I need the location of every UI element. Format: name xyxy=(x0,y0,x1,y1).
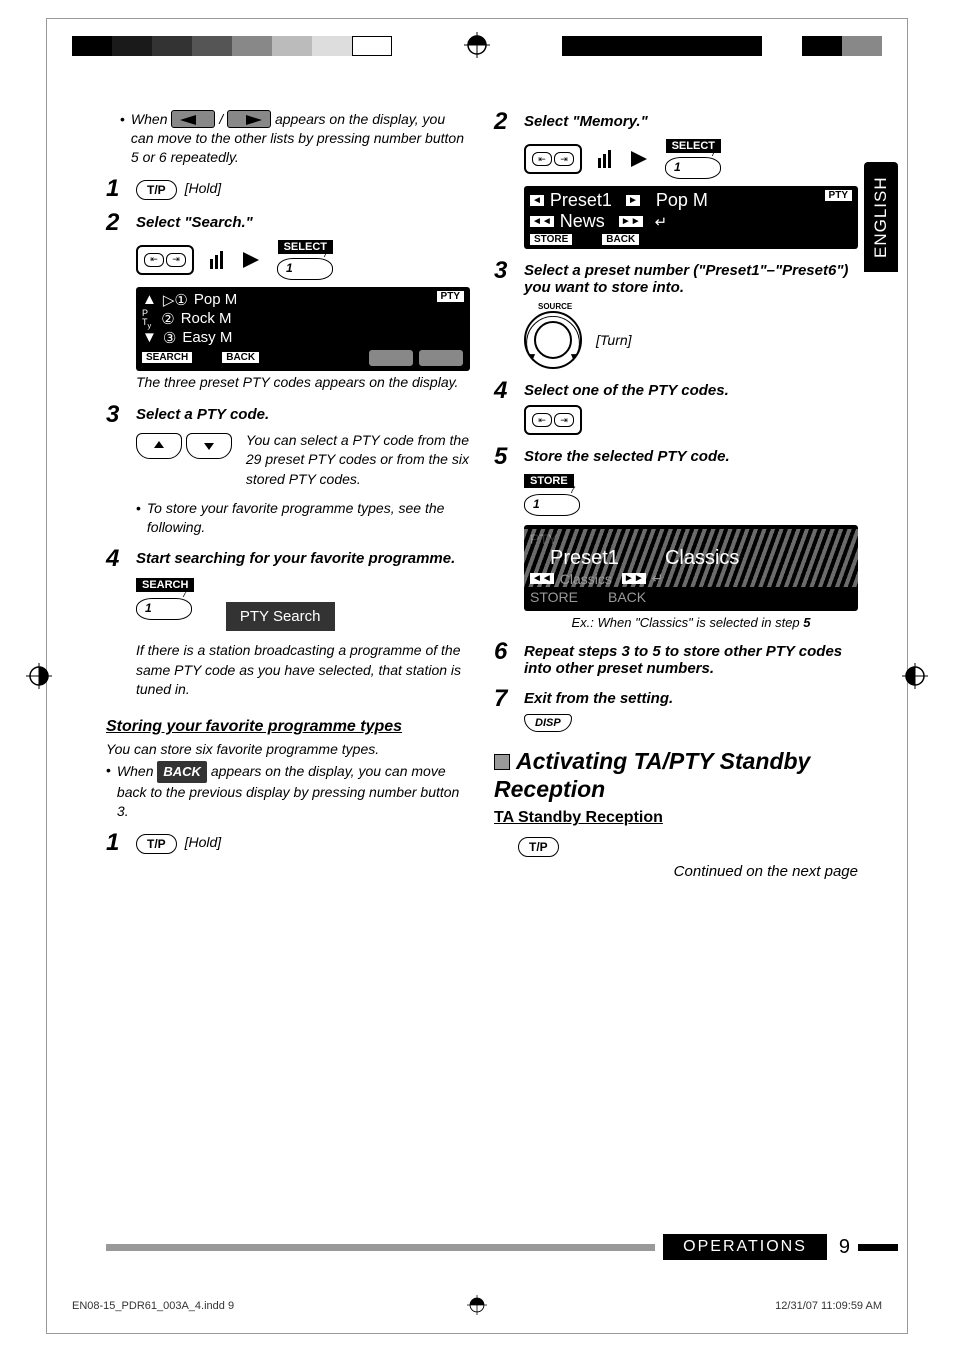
step-number: 3 xyxy=(494,259,514,283)
button-1-icon: 71 xyxy=(665,157,721,179)
step-text: You can select a PTY code from the 29 pr… xyxy=(246,431,470,490)
print-metadata: EN08-15_PDR61_003A_4.indd 9 12/31/07 11:… xyxy=(72,1300,882,1312)
back-chip: BACK xyxy=(157,761,207,783)
button-1-icon: 71 xyxy=(277,258,333,280)
example-caption: Ex.: When "Classics" is selected in step… xyxy=(524,615,858,630)
right-column: 2 Select "Memory." ⇤⇥ SEL xyxy=(494,110,898,880)
nav-left-icon xyxy=(368,349,414,367)
hold-label: [Hold] xyxy=(185,834,222,850)
updown-buttons-icon xyxy=(136,429,232,462)
pty-search-box: PTY Search xyxy=(226,602,335,631)
step-number: 4 xyxy=(494,379,514,403)
step-title: Select "Search." xyxy=(136,214,470,231)
crosshair-icon xyxy=(467,1295,487,1315)
button-1-icon: 71 xyxy=(136,598,192,620)
step-number: 1 xyxy=(106,831,126,855)
left-column: • When / appears on the display, you can… xyxy=(106,110,470,880)
step-number: 2 xyxy=(494,110,514,134)
bars-icon xyxy=(210,251,225,269)
step-title: Repeat steps 3 to 5 to store other PTY c… xyxy=(524,643,858,677)
bullet-text: When BACK appears on the display, you ca… xyxy=(117,761,470,820)
play-arrow-icon xyxy=(241,250,261,270)
file-name: EN08-15_PDR61_003A_4.indd 9 xyxy=(72,1300,234,1312)
display-icon: ⇤⇥ xyxy=(524,144,582,174)
step-number: 1 xyxy=(106,177,126,201)
step-text: If there is a station broadcasting a pro… xyxy=(136,641,470,700)
section-h2: Activating TA/PTY Standby Reception xyxy=(494,748,858,803)
display-icon: ⇤⇥ xyxy=(524,405,582,435)
step-number: 7 xyxy=(494,687,514,711)
step-number: 3 xyxy=(106,403,126,427)
step-title: Select one of the PTY codes. xyxy=(524,382,858,399)
step-title: Start searching for your favorite progra… xyxy=(136,550,470,567)
step-title: Exit from the setting. xyxy=(524,690,858,707)
crosshair-icon xyxy=(464,32,490,58)
step-number: 6 xyxy=(494,640,514,664)
nav-right-icon xyxy=(418,349,464,367)
crosshair-icon xyxy=(26,663,52,689)
page-footer: OPERATIONS 9 xyxy=(106,1234,898,1260)
bullet-text: To store your favorite programme types, … xyxy=(147,499,470,537)
sub-heading: TA Standby Reception xyxy=(494,809,858,827)
bullet-icon: • xyxy=(120,110,125,129)
display-screen: PTY ▲▷①Pop M PTy②Rock M ▼③Easy M SEARCH … xyxy=(136,287,470,371)
page-number: 9 xyxy=(839,1236,850,1259)
source-knob-icon xyxy=(524,311,582,369)
display-screen-animated: PTY Preset1Classics ◄◄Classics►►↵ STORE … xyxy=(524,525,858,611)
section-label: OPERATIONS xyxy=(663,1234,827,1260)
h2-marker-icon xyxy=(494,754,510,770)
bullet-icon: • xyxy=(106,761,111,780)
step-number: 4 xyxy=(106,547,126,571)
next-arrow-icon xyxy=(227,110,271,128)
turn-label: [Turn] xyxy=(596,332,632,348)
step-title: Select "Memory." xyxy=(524,113,858,130)
bullet-icon: • xyxy=(136,499,141,518)
step-title: Select a preset number ("Preset1"–"Prese… xyxy=(524,262,858,296)
play-arrow-icon xyxy=(629,149,649,169)
continued-text: Continued on the next page xyxy=(494,863,858,880)
source-label: SOURCE xyxy=(538,302,858,311)
step-number: 2 xyxy=(106,211,126,235)
bars-icon xyxy=(598,150,613,168)
display-icon: ⇤⇥ xyxy=(136,245,194,275)
step-number: 5 xyxy=(494,445,514,469)
display-screen: PTY ◄Preset1►Pop M ◄◄News►►↵ STORE BACK xyxy=(524,186,858,249)
caption: The three preset PTY codes appears on th… xyxy=(136,373,470,393)
tp-button: T/P xyxy=(136,180,177,200)
section-text: You can store six favorite programme typ… xyxy=(106,740,470,760)
section-heading: Storing your favorite programme types xyxy=(106,718,470,736)
disp-button: DISP xyxy=(524,714,572,732)
language-tab: ENGLISH xyxy=(864,162,898,272)
tp-button: T/P xyxy=(518,837,559,857)
intro-text: When / appears on the display, you can m… xyxy=(131,110,470,167)
hold-label: [Hold] xyxy=(185,180,222,196)
timestamp: 12/31/07 11:09:59 AM xyxy=(775,1300,882,1312)
store-badge: STORE xyxy=(524,474,574,488)
crosshair-icon xyxy=(902,663,928,689)
prev-arrow-icon xyxy=(171,110,215,128)
tp-button: T/P xyxy=(136,834,177,854)
step-title: Select a PTY code. xyxy=(136,406,470,423)
button-1-icon: 71 xyxy=(524,494,580,516)
step-title: Store the selected PTY code. xyxy=(524,448,858,465)
